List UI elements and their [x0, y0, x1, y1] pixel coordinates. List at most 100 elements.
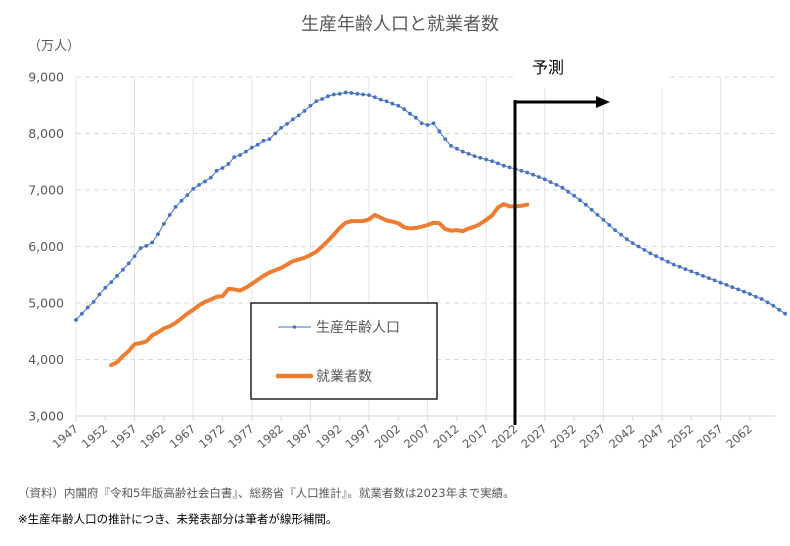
data-point-working-age [103, 285, 108, 290]
data-point-working-age [460, 149, 465, 154]
data-point-working-age [214, 168, 219, 173]
data-point-working-age [343, 90, 348, 95]
data-point-working-age [419, 121, 424, 126]
data-point-working-age [601, 218, 606, 222]
data-point-working-age [578, 198, 582, 203]
x-tick-label: 1962 [137, 422, 168, 452]
data-point-working-age [378, 97, 383, 102]
chart-title: 生産年齢人口と就業者数 [301, 14, 499, 35]
data-point-working-age [724, 283, 729, 287]
y-axis-ticks: 3,000 4,000 5,000 6,000 7,000 8,000 9,000 [28, 70, 64, 424]
legend-box [250, 302, 438, 400]
x-tick-label: 1967 [167, 422, 198, 452]
data-point-working-age [519, 168, 524, 173]
x-tick-label: 2057 [694, 422, 725, 452]
data-point-working-age [583, 202, 588, 207]
data-point-working-age [138, 246, 143, 251]
data-point-working-age [759, 297, 764, 301]
data-point-working-age [449, 144, 453, 148]
data-point-working-age [701, 274, 705, 278]
data-point-working-age [373, 95, 377, 100]
data-point-working-age [619, 232, 623, 237]
x-tick-label: 2047 [635, 422, 666, 452]
data-point-working-age [226, 162, 231, 166]
x-tick-label: 2052 [665, 422, 696, 452]
data-point-working-age [654, 254, 658, 258]
data-point-working-age [279, 126, 283, 130]
data-point-working-age [162, 222, 166, 226]
data-point-working-age [630, 241, 635, 246]
data-point-working-age [613, 228, 617, 233]
data-point-working-age [249, 145, 254, 150]
series-line-working-age [75, 91, 786, 321]
data-point-working-age [109, 280, 114, 284]
data-point-working-age [232, 155, 237, 160]
x-tick-label: 1982 [255, 422, 286, 452]
data-point-working-age [414, 115, 418, 120]
data-point-working-age [355, 92, 360, 96]
data-point-working-age [349, 91, 354, 95]
y-tick-label: 6,000 [28, 239, 64, 254]
data-point-working-age [455, 146, 459, 151]
data-point-working-age [220, 166, 225, 170]
data-point-working-age [144, 244, 149, 248]
data-point-working-age [85, 305, 90, 310]
data-point-working-age [560, 185, 565, 190]
data-point-working-age [337, 92, 342, 96]
y-tick-label: 9,000 [28, 70, 64, 85]
data-point-working-age [361, 92, 365, 97]
forecast-label: 予測 [532, 58, 564, 77]
data-point-working-age [314, 99, 319, 104]
y-axis-unit: （万人） [28, 39, 80, 54]
data-point-working-age [179, 198, 184, 203]
x-tick-label: 2007 [401, 422, 432, 452]
data-point-working-age [537, 175, 541, 179]
data-point-working-age [121, 267, 125, 272]
x-tick-label: 2017 [460, 422, 491, 452]
x-axis: 1947195219571962196719721977198219871992… [49, 415, 775, 452]
data-point-working-age [255, 142, 260, 147]
y-tick-label: 3,000 [28, 409, 64, 424]
x-tick-label: 2022 [489, 422, 520, 452]
data-point-working-age [208, 175, 213, 180]
x-tick-label: 1987 [284, 422, 315, 452]
data-point-working-age [712, 278, 717, 283]
data-point-working-age [367, 93, 371, 97]
data-point-working-age [273, 131, 278, 136]
data-point-working-age [771, 303, 776, 308]
data-point-working-age [777, 307, 782, 312]
data-point-working-age [478, 155, 483, 160]
data-point-working-age [408, 111, 412, 116]
data-point-working-age [197, 183, 202, 187]
data-point-working-age [730, 285, 735, 290]
data-point-working-age [683, 267, 688, 271]
data-point-working-age [156, 232, 160, 237]
data-point-working-age [261, 138, 266, 143]
y-tick-label: 8,000 [28, 126, 64, 141]
legend-marker-working-age [292, 325, 297, 329]
data-point-working-age [736, 287, 741, 292]
data-point-working-age [302, 109, 307, 113]
data-point-working-age [466, 151, 471, 156]
x-tick-label: 2002 [372, 422, 403, 452]
data-point-working-age [507, 165, 512, 170]
data-point-working-age [390, 101, 395, 106]
x-tick-label: 2037 [577, 422, 608, 452]
data-point-working-age [490, 159, 494, 164]
data-point-working-age [97, 292, 102, 297]
data-point-working-age [501, 163, 506, 168]
data-point-working-age [150, 240, 155, 245]
data-point-working-age [707, 276, 711, 280]
data-point-working-age [331, 92, 336, 97]
data-point-working-age [431, 121, 436, 126]
y-tick-label: 4,000 [28, 352, 64, 367]
forecast-label-background [516, 60, 666, 88]
data-point-working-age [173, 205, 178, 209]
data-point-working-age [554, 183, 559, 187]
data-point-working-age [437, 129, 442, 134]
data-point-working-age [589, 207, 594, 212]
data-point-working-age [167, 213, 172, 217]
legend-label-employed: 就業者数 [316, 369, 372, 385]
data-point-working-age [642, 248, 647, 252]
